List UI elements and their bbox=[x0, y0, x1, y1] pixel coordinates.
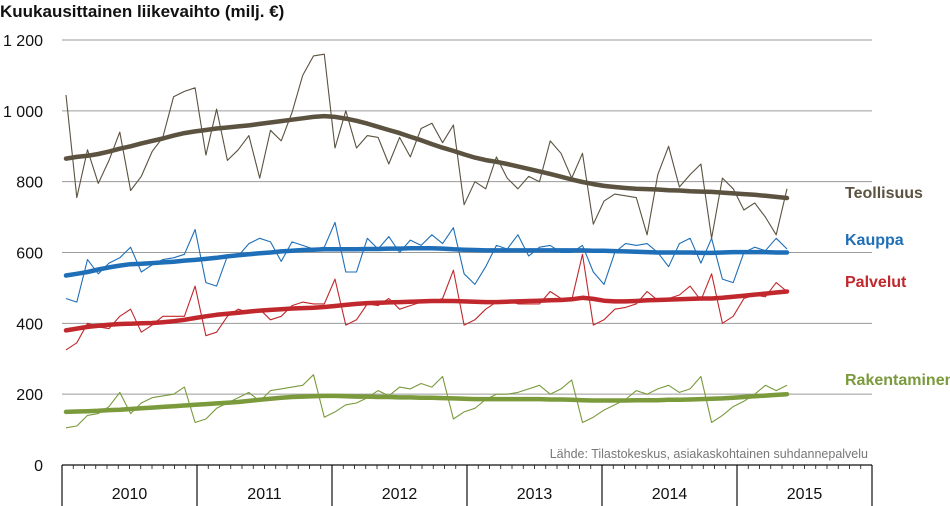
series-line-trend-kauppa bbox=[63, 246, 790, 278]
series-label-kauppa: Kauppa bbox=[845, 232, 904, 249]
series-label-rakentaminen: Rakentaminen bbox=[845, 372, 950, 389]
series-label-teollisuus: Teollisuus bbox=[845, 185, 923, 202]
year-label: 2012 bbox=[382, 486, 418, 503]
series-label-palvelut: Palvelut bbox=[845, 274, 907, 291]
year-label: 2013 bbox=[517, 486, 553, 503]
source-note: Lähde: Tilastokeskus, asiakaskohtainen s… bbox=[550, 447, 868, 461]
series-line-raw-kauppa bbox=[65, 221, 788, 303]
y-tick-label: 1 000 bbox=[3, 104, 43, 121]
y-tick-label: 400 bbox=[16, 316, 43, 333]
year-label: 2015 bbox=[787, 486, 823, 503]
series-line-raw-rakentaminen bbox=[65, 374, 788, 429]
raw-series-lines bbox=[65, 53, 788, 429]
year-label: 2014 bbox=[652, 486, 688, 503]
y-tick-label: 800 bbox=[16, 175, 43, 192]
chart-title: Kuukausittainen liikevaihto (milj. €) bbox=[0, 2, 285, 21]
year-label: 2011 bbox=[247, 486, 282, 503]
y-tick-label: 600 bbox=[16, 246, 43, 263]
series-line-trend-teollisuus bbox=[63, 113, 790, 201]
y-tick-label: 0 bbox=[34, 458, 43, 475]
series-labels: Teollisuus Kauppa Palvelut Rakentaminen bbox=[845, 185, 950, 389]
x-axis: 2010 2011 2012 2013 2014 2015 bbox=[61, 464, 873, 506]
series-line-raw-teollisuus bbox=[65, 53, 788, 239]
y-tick-label: 1 200 bbox=[3, 33, 43, 50]
series-line-trend-rakentaminen bbox=[63, 391, 790, 415]
series-line-trend-palvelut bbox=[63, 289, 790, 333]
y-axis-ticks: 0 200 400 600 800 1 000 1 200 bbox=[3, 33, 43, 475]
year-label: 2010 bbox=[112, 486, 148, 503]
trend-series-lines bbox=[63, 113, 790, 415]
y-tick-label: 200 bbox=[16, 387, 43, 404]
gridlines bbox=[62, 39, 872, 395]
